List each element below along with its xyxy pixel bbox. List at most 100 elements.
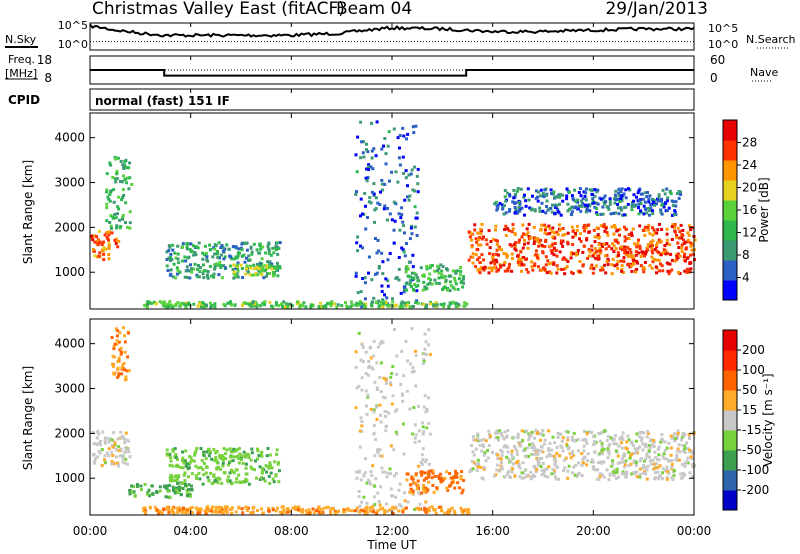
heatmap-cell xyxy=(475,248,479,252)
heatmap-cell xyxy=(514,207,518,211)
heatmap-cell xyxy=(634,461,638,465)
heatmap-cell xyxy=(649,203,653,207)
heatmap-cell xyxy=(556,267,560,271)
heatmap-cell xyxy=(643,254,646,258)
heatmap-cell xyxy=(107,447,111,451)
heatmap-cell xyxy=(659,208,663,212)
heatmap-cell xyxy=(278,241,282,245)
heatmap-cell xyxy=(372,194,376,198)
time-x-axis: 00:00 04:00 08:00 12:00 16:00 20:00 00:00 xyxy=(73,23,711,538)
y-tick-label: 1000 xyxy=(54,471,85,485)
heatmap-cell xyxy=(216,250,220,253)
heatmap-cell xyxy=(677,246,681,249)
heatmap-cell xyxy=(92,461,96,465)
heatmap-cell xyxy=(616,251,620,255)
heatmap-cell xyxy=(106,195,110,199)
heatmap-cell xyxy=(490,269,494,273)
heatmap-cell xyxy=(255,305,259,309)
heatmap-cell xyxy=(607,450,611,454)
heatmap-cell xyxy=(649,439,653,443)
heatmap-cell xyxy=(566,231,570,235)
heatmap-cell xyxy=(191,244,195,248)
heatmap-cell xyxy=(169,459,173,463)
heatmap-cell xyxy=(402,507,406,511)
heatmap-cell xyxy=(597,257,601,260)
heatmap-cell xyxy=(456,287,460,291)
heatmap-cell xyxy=(369,482,373,486)
heatmap-cell xyxy=(640,192,643,196)
heatmap-cell xyxy=(674,210,677,214)
heatmap-cell xyxy=(526,241,530,245)
heatmap-cell xyxy=(126,331,130,335)
heatmap-cell xyxy=(236,269,240,273)
heatmap-cell xyxy=(245,479,249,483)
heatmap-cell xyxy=(460,509,464,513)
heatmap-cell xyxy=(498,201,502,205)
heatmap-cell xyxy=(470,459,474,463)
heatmap-cell xyxy=(691,452,695,455)
heatmap-cell xyxy=(462,281,465,285)
heatmap-cell xyxy=(412,369,416,373)
heatmap-cell xyxy=(622,260,626,263)
heatmap-cell xyxy=(566,240,570,244)
heatmap-cell xyxy=(570,251,573,254)
heatmap-cell xyxy=(240,248,244,252)
heatmap-cell xyxy=(363,305,367,309)
heatmap-cell xyxy=(370,304,374,307)
heatmap-cell xyxy=(651,209,654,213)
heatmap-cell xyxy=(496,239,499,243)
heatmap-cell xyxy=(686,231,690,235)
heatmap-cell xyxy=(232,245,236,248)
heatmap-cell xyxy=(673,223,677,226)
heatmap-cell xyxy=(95,442,99,446)
heatmap-cell xyxy=(487,266,491,270)
heatmap-cell xyxy=(488,246,492,250)
heatmap-cell xyxy=(500,453,504,457)
heatmap-cell xyxy=(598,247,602,251)
heatmap-cell xyxy=(540,456,544,460)
heatmap-cell xyxy=(532,448,536,452)
heatmap-cell xyxy=(190,484,193,488)
heatmap-cell xyxy=(127,439,130,443)
heatmap-cell xyxy=(641,448,645,452)
heatmap-cell xyxy=(236,261,240,265)
heatmap-cell xyxy=(183,471,187,475)
heatmap-cell xyxy=(91,238,95,242)
heatmap-cell xyxy=(260,466,264,470)
heatmap-cell xyxy=(196,466,200,470)
heatmap-cell xyxy=(372,432,376,436)
heatmap-cell xyxy=(270,304,273,308)
heatmap-cell xyxy=(105,188,109,192)
heatmap-cell xyxy=(583,203,587,207)
freq-left-tick-low: 8 xyxy=(44,71,52,85)
heatmap-cell xyxy=(230,511,234,515)
heatmap-cell xyxy=(593,240,597,244)
heatmap-cell xyxy=(177,474,181,478)
heatmap-cell xyxy=(236,275,240,279)
heatmap-cell xyxy=(226,475,230,479)
heatmap-cell xyxy=(591,199,595,203)
heatmap-cell xyxy=(119,430,123,434)
heatmap-cell xyxy=(569,256,573,260)
heatmap-cell xyxy=(423,332,427,336)
heatmap-cell xyxy=(690,449,693,453)
heatmap-cell xyxy=(628,454,632,458)
heatmap-cell xyxy=(451,300,455,304)
heatmap-cell xyxy=(427,421,431,425)
heatmap-cell xyxy=(215,459,219,463)
heatmap-cell xyxy=(551,203,554,207)
heatmap-cell xyxy=(620,268,624,272)
heatmap-cell xyxy=(643,459,646,463)
heatmap-cell xyxy=(520,476,524,480)
heatmap-cell xyxy=(668,189,672,193)
heatmap-cell xyxy=(123,461,127,465)
heatmap-cell xyxy=(360,500,364,504)
y-tick-label: 3000 xyxy=(54,176,85,190)
heatmap-cell xyxy=(430,264,434,267)
heatmap-cell xyxy=(425,265,429,268)
heatmap-cell xyxy=(521,223,525,227)
heatmap-cell xyxy=(103,441,107,445)
heatmap-cell xyxy=(635,432,639,436)
heatmap-cell xyxy=(415,289,419,293)
heatmap-cell xyxy=(638,199,642,203)
